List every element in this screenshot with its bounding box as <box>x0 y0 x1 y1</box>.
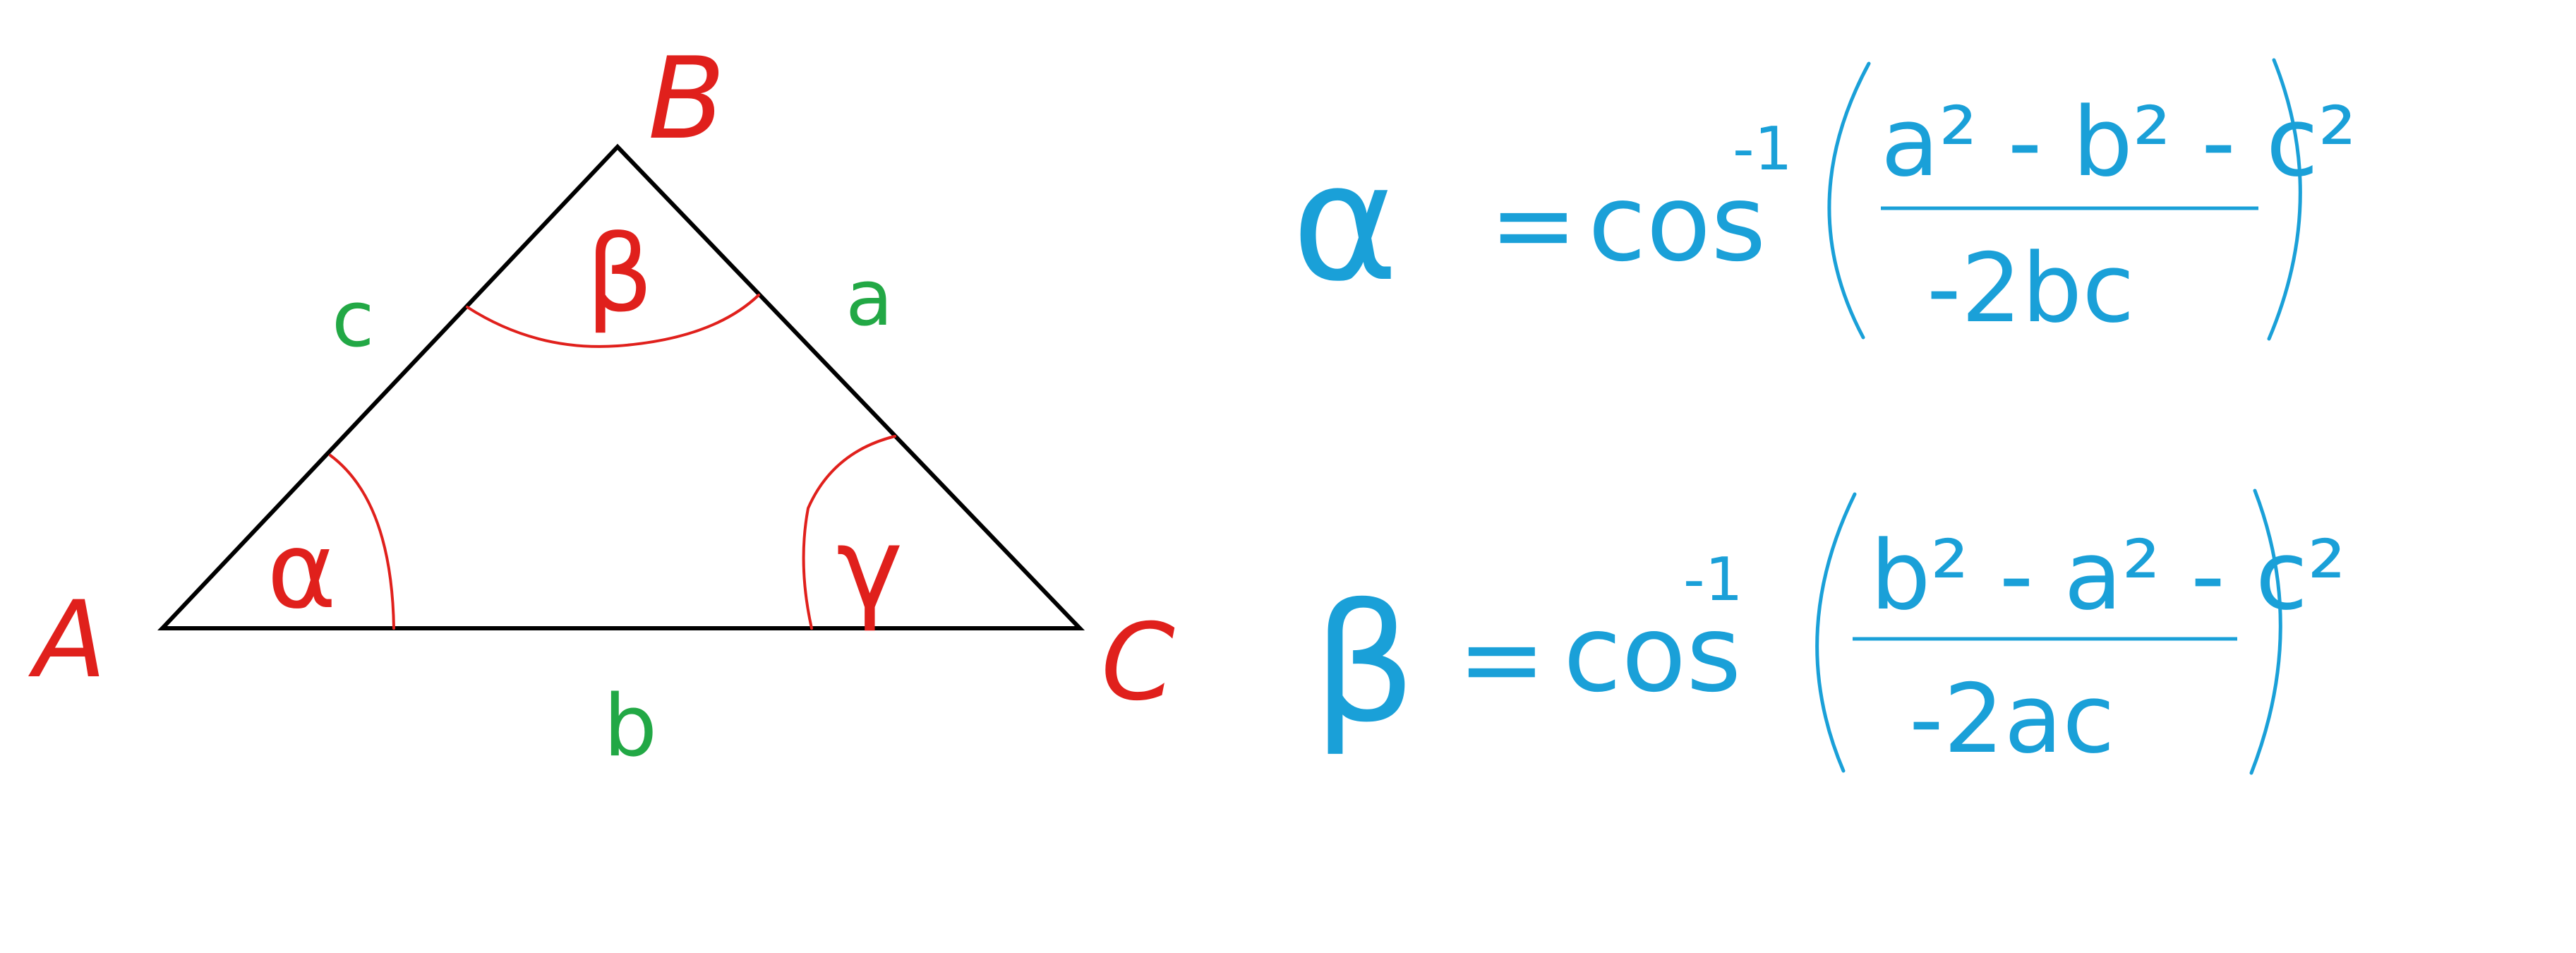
formula-beta-lhs: β <box>1313 570 1416 759</box>
formula-alpha-denominator: -2bc <box>1927 233 2135 344</box>
side-label-b: b <box>603 678 657 776</box>
formula-alpha-numerator: a² - b² - c² <box>1881 87 2357 198</box>
vertex-label-b: B <box>648 32 726 164</box>
formula-beta-left-paren <box>1817 494 1855 771</box>
formula-beta-sup: -1 <box>1683 545 1743 615</box>
angle-label-gamma: γ <box>836 502 903 634</box>
formula-alpha-lhs: α <box>1292 129 1399 318</box>
vertex-label-a: A <box>28 579 107 702</box>
formula-beta-denominator: -2ac <box>1909 664 2115 774</box>
formula-beta: β = cos -1 b² - a² - c² -2ac <box>1313 491 2346 774</box>
side-label-c: c <box>332 274 374 364</box>
angle-label-beta: β <box>586 213 654 336</box>
angle-arc-alpha <box>330 455 394 628</box>
side-label-a: a <box>845 253 893 343</box>
formula-alpha-eq: = <box>1489 164 1578 287</box>
formula-alpha: α = cos -1 a² - b² - c² -2bc <box>1292 60 2357 344</box>
formula-beta-eq: = <box>1457 598 1546 721</box>
formula-alpha-sup: -1 <box>1733 114 1793 184</box>
formula-alpha-left-paren <box>1829 64 1869 337</box>
vertex-labels: A B C <box>28 32 1175 724</box>
angle-label-alpha: α <box>267 510 337 633</box>
vertex-label-c: C <box>1101 601 1175 724</box>
formula-beta-numerator: b² - a² - c² <box>1870 520 2346 631</box>
